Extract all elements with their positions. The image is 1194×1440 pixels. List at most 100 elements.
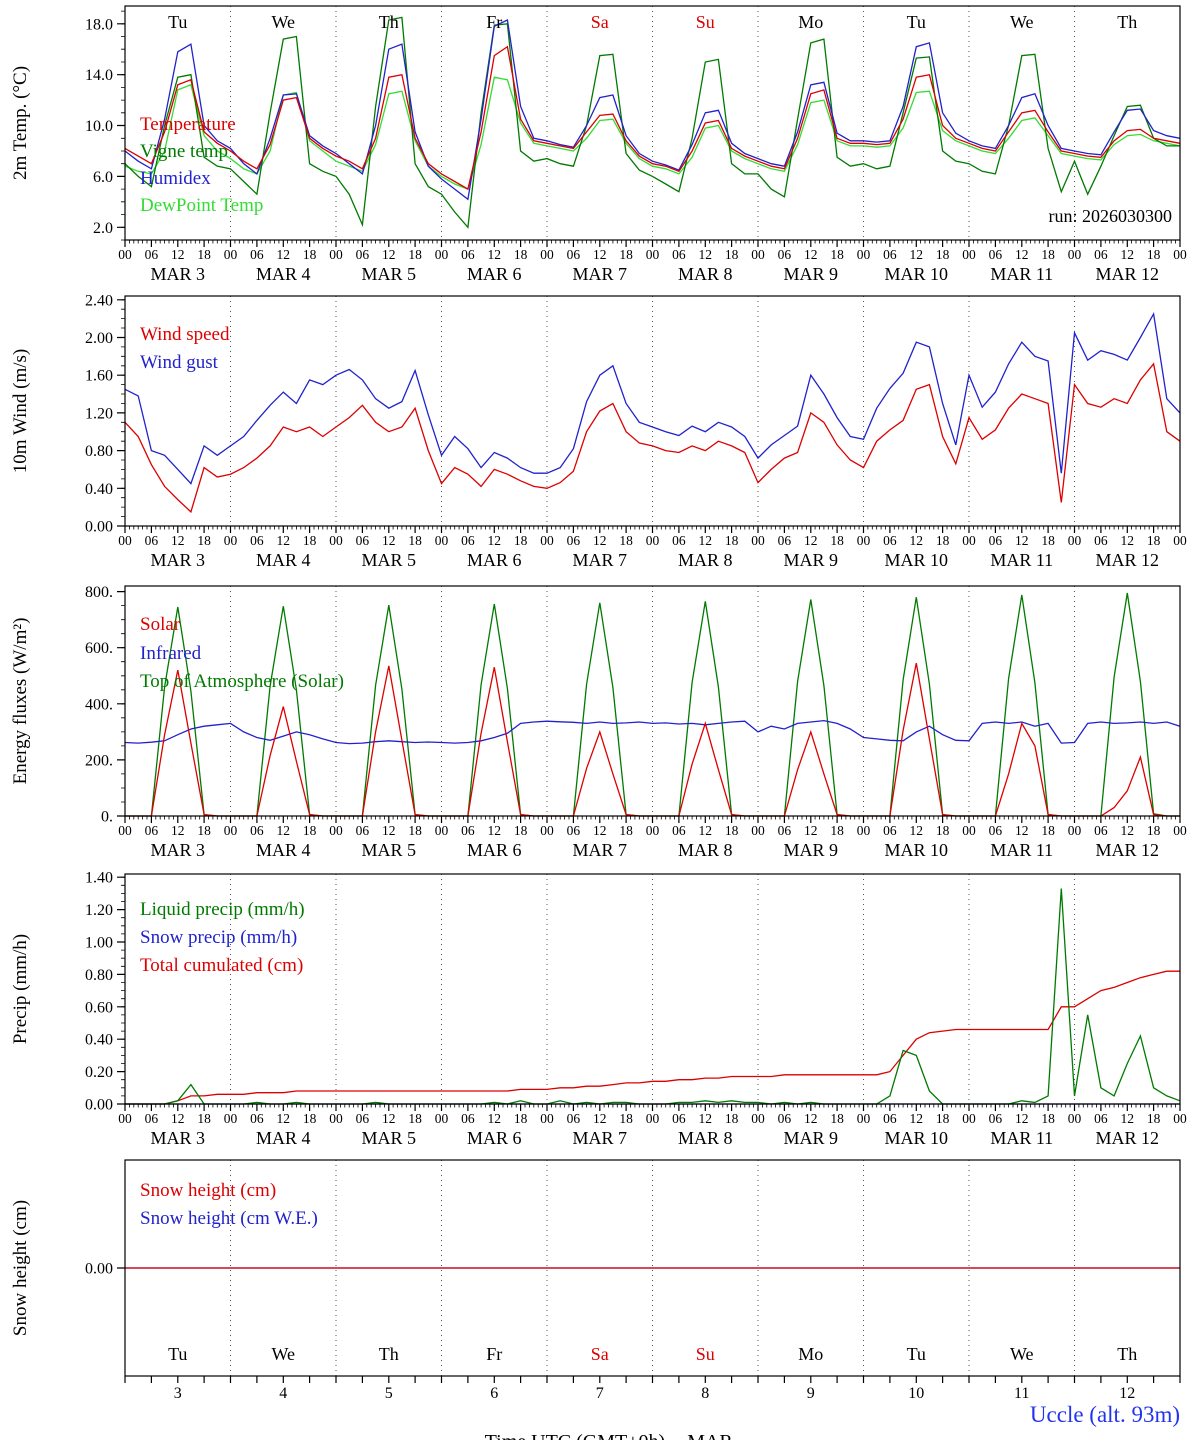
x-tick-label: 00	[435, 247, 449, 262]
x-tick-label: 06	[567, 247, 581, 262]
x-tick-label: 00	[646, 533, 660, 548]
x-tick-label: 06	[356, 823, 370, 838]
day-name: Mo	[798, 1344, 823, 1364]
y-tick-label: 0.20	[85, 1064, 113, 1081]
x-tick-label: 00	[118, 247, 132, 262]
x-tick-label: 00	[1068, 247, 1082, 262]
x-tick-label: 18	[936, 247, 950, 262]
x-tick-label: 00	[540, 533, 554, 548]
x-tick-label: 12	[171, 823, 185, 838]
x-tick-label: 00	[962, 1111, 976, 1126]
y-tick-label: 1.20	[85, 405, 113, 422]
series-infrared	[124, 719, 1181, 745]
x-tick-label: 18	[408, 533, 422, 548]
x-tick-label: 06	[672, 247, 686, 262]
date-label: MAR 11	[990, 1128, 1053, 1148]
x-tick-label: 06	[145, 1111, 159, 1126]
x-tick-label: 06	[1094, 823, 1108, 838]
series-temperature	[124, 45, 1181, 191]
x-tick-label: 06	[989, 1111, 1003, 1126]
y-tick-label: 600.	[85, 640, 113, 657]
x-tick-label: 06	[461, 533, 475, 548]
day-number: 12	[1119, 1385, 1135, 1400]
date-label: MAR 4	[256, 550, 311, 570]
x-tick-label: 18	[725, 533, 739, 548]
x-tick-label: 00	[224, 1111, 238, 1126]
y-tick-label: 1.60	[85, 368, 113, 385]
x-tick-label: 00	[857, 247, 871, 262]
x-tick-label: 00	[540, 1111, 554, 1126]
meteogram-chart: 2.06.010.014.018.02m Temp. (°C)00 06 12 18 0…	[10, 5, 1187, 1400]
y-tick-label: 0.60	[85, 999, 113, 1016]
x-tick-label: 18	[1041, 533, 1055, 548]
date-label: MAR 10	[884, 1128, 948, 1148]
legend-wind-gust: Wind gust	[140, 352, 219, 373]
y-tick-label: 0.00	[85, 1261, 113, 1278]
y-tick-label: 0.40	[85, 1032, 113, 1049]
x-tick-label: 06	[989, 823, 1003, 838]
series-dewpoint-temp	[124, 76, 1181, 190]
x-tick-label: 12	[910, 1111, 924, 1126]
x-tick-label: 06	[989, 247, 1003, 262]
x-tick-label: 12	[171, 1111, 185, 1126]
x-tick-label: 06	[883, 823, 897, 838]
day-name: We	[271, 12, 295, 32]
x-tick-label: 00	[118, 823, 132, 838]
legend-vigne-temp: Vigne temp	[140, 141, 228, 162]
x-tick-label: 12	[804, 823, 818, 838]
day-name: Su	[696, 12, 715, 32]
x-tick-label: 18	[619, 1111, 633, 1126]
y-tick-label: 0.00	[85, 519, 113, 536]
series-wind-speed	[124, 362, 1181, 514]
time-axis-caption: Time UTC (GMT+0h)	[485, 1431, 666, 1440]
legend-wind-speed: Wind speed	[140, 324, 230, 345]
x-tick-label: 12	[699, 533, 713, 548]
x-tick-label: 18	[1147, 533, 1161, 548]
y-tick-label: 200.	[85, 752, 113, 769]
date-label: MAR 9	[783, 550, 838, 570]
x-tick-label: 18	[197, 823, 211, 838]
date-label: MAR 11	[990, 550, 1053, 570]
y-tick-label: 0.80	[85, 443, 113, 460]
day-name: Th	[1117, 12, 1137, 32]
legend-snow-precip-mm-h-: Snow precip (mm/h)	[140, 927, 297, 948]
x-tick-label: 18	[619, 533, 633, 548]
day-number: 4	[279, 1385, 287, 1400]
x-tick-label: 06	[1094, 1111, 1108, 1126]
legend-temperature: Temperature	[140, 114, 236, 135]
day-gridlines	[230, 586, 1075, 816]
day-gridlines	[230, 296, 1075, 526]
x-tick-label: 00	[540, 823, 554, 838]
x-tick-label: 00	[224, 533, 238, 548]
x-tick-label: 12	[593, 247, 607, 262]
day-number: 8	[701, 1385, 709, 1400]
date-label: MAR 7	[572, 840, 627, 860]
day-gridlines	[230, 874, 1075, 1104]
date-label: MAR 10	[884, 264, 948, 284]
x-tick-label: 12	[804, 247, 818, 262]
x-tick-label: 18	[725, 823, 739, 838]
day-name: Tu	[168, 1344, 187, 1364]
x-tick-label: 00	[435, 1111, 449, 1126]
x-tick-label: 00	[857, 1111, 871, 1126]
day-name: Sa	[591, 1344, 609, 1364]
x-tick-label: 00	[962, 533, 976, 548]
day-gridlines	[230, 6, 1075, 240]
x-tick-label: 18	[830, 247, 844, 262]
x-tick-label: 00	[1173, 247, 1187, 262]
x-tick-label: 18	[830, 533, 844, 548]
day-number: 10	[908, 1385, 924, 1400]
x-tick-label: 12	[382, 823, 396, 838]
x-tick-label: 12	[699, 1111, 713, 1126]
x-tick-label: 12	[593, 823, 607, 838]
x-tick-label: 00	[118, 1111, 132, 1126]
x-tick-label: 12	[1015, 247, 1029, 262]
date-label: MAR 8	[678, 1128, 733, 1148]
x-tick-label: 06	[356, 1111, 370, 1126]
y-tick-label: 0.40	[85, 481, 113, 498]
x-tick-label: 00	[857, 823, 871, 838]
y-axis-title: 10m Wind (m/s)	[10, 349, 31, 474]
x-tick-label: 12	[593, 1111, 607, 1126]
date-label: MAR 9	[783, 840, 838, 860]
